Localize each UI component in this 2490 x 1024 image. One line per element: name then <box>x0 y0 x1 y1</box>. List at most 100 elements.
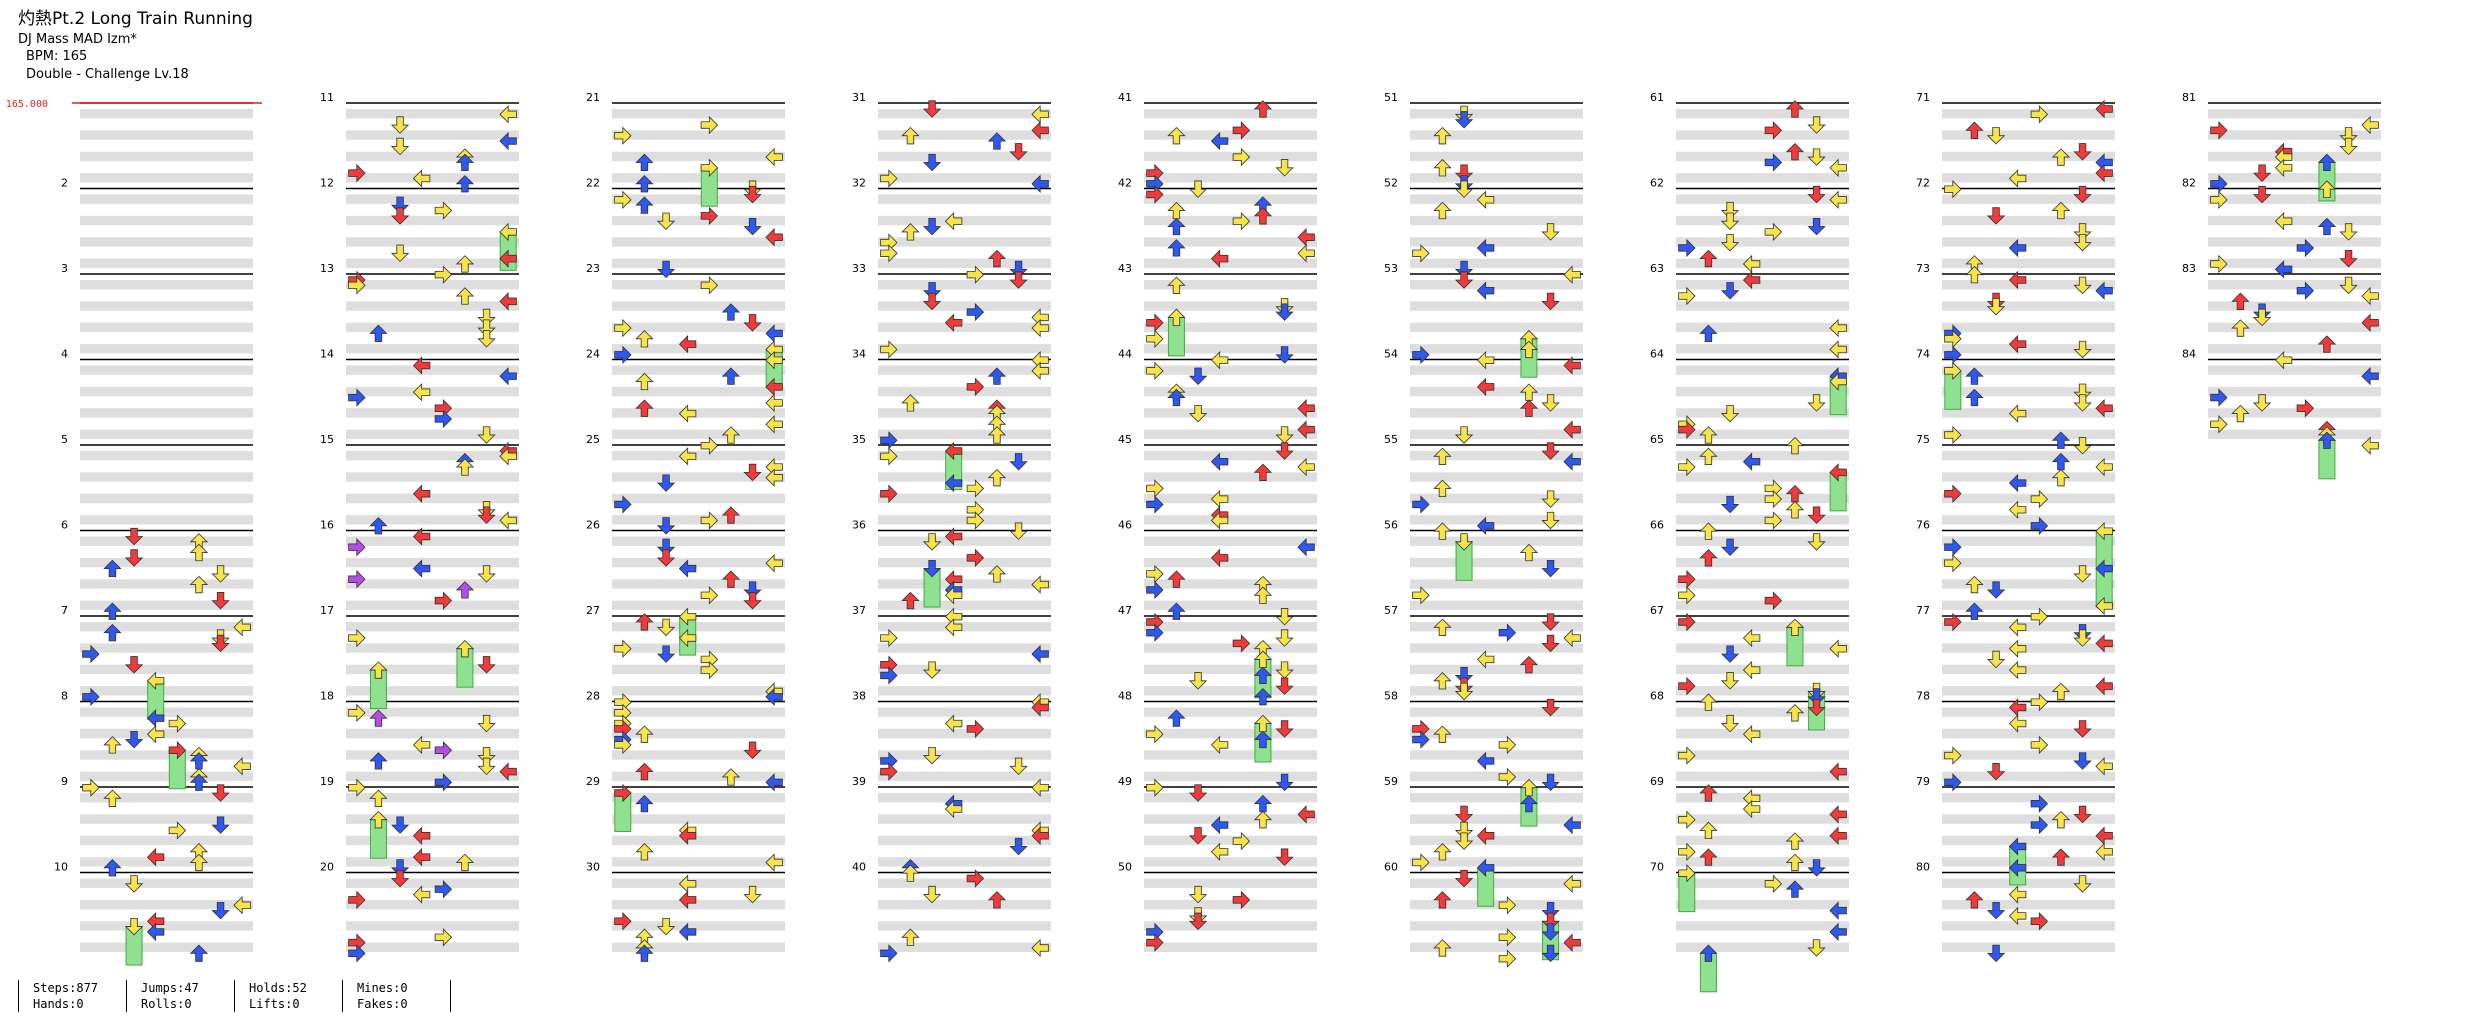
beat-stripe <box>612 600 785 610</box>
stat-bottom: Lifts:0 <box>249 997 300 1011</box>
step-arrow <box>700 511 718 530</box>
beat-stripe <box>1942 579 2115 589</box>
beat-stripe <box>1942 237 2115 247</box>
measure-number: 3 <box>61 262 68 275</box>
step-arrow <box>2052 148 2070 166</box>
stat-top: Jumps:47 <box>141 981 199 995</box>
measure-number: 2 <box>61 177 68 190</box>
beat-stripe <box>612 622 785 632</box>
beat-stripe <box>612 472 785 482</box>
beat-stripe <box>346 942 519 952</box>
beat-stripe <box>80 344 253 354</box>
beat-stripe <box>1942 643 2115 653</box>
beat-stripe <box>878 344 1051 354</box>
beat-stripe <box>80 408 253 418</box>
step-arrow <box>1433 939 1452 957</box>
beat-stripe <box>1144 386 1317 397</box>
beat-stripe <box>1676 622 1849 632</box>
step-arrow <box>1167 127 1186 145</box>
measure-number: 69 <box>1650 775 1664 788</box>
beat-stripe <box>2208 322 2381 333</box>
song-artist: DJ Mass MAD Izm* <box>18 31 137 47</box>
beat-stripe <box>612 942 785 952</box>
measure-number: 16 <box>320 519 334 532</box>
beat-stripe <box>1676 130 1849 140</box>
beat-stripe <box>80 451 253 461</box>
beat-stripe <box>878 322 1051 333</box>
beat-stripe <box>2208 237 2381 247</box>
step-arrow <box>369 789 388 807</box>
beat-stripe <box>612 451 785 461</box>
measure-number: 36 <box>852 519 866 532</box>
step-arrow <box>722 768 740 786</box>
step-arrow <box>988 469 1006 487</box>
beat-stripe <box>80 793 253 803</box>
beat-stripe <box>80 493 253 504</box>
beat-stripe <box>346 579 519 589</box>
measure-number: 60 <box>1384 861 1398 874</box>
beat-stripe <box>878 173 1051 183</box>
measure-number: 64 <box>1650 348 1664 361</box>
beat-stripe <box>878 536 1051 546</box>
beat-stripe <box>1942 173 2115 183</box>
step-arrow <box>103 789 122 807</box>
beat-stripe <box>1410 130 1583 140</box>
measure-number: 26 <box>586 519 600 532</box>
beat-stripe <box>878 835 1051 846</box>
beat-stripe <box>1676 579 1849 589</box>
beat-stripe <box>346 622 519 632</box>
beat-stripe <box>1144 728 1317 739</box>
beat-stripe <box>1676 258 1849 268</box>
beat-stripe <box>878 194 1051 204</box>
step-arrow <box>2339 276 2358 294</box>
beat-stripe <box>346 686 519 696</box>
beat-stripe <box>1144 707 1317 717</box>
beat-stripe <box>346 173 519 183</box>
measure-number: 53 <box>1384 262 1398 275</box>
step-arrow <box>147 725 165 743</box>
beat-stripe <box>1410 835 1583 846</box>
beat-stripe <box>346 664 519 675</box>
beat-stripe <box>1144 793 1317 803</box>
step-arrow <box>1764 511 1782 530</box>
step-arrow <box>1167 276 1186 294</box>
beat-stripe <box>1410 536 1583 546</box>
stat-end-bar <box>450 980 451 1012</box>
beat-stripe <box>1410 301 1583 311</box>
beat-stripe <box>878 622 1051 632</box>
song-title: 灼熱Pt.2 Long Train Running <box>18 9 253 29</box>
beat-stripe <box>612 728 785 739</box>
beat-stripe <box>1676 472 1849 482</box>
song-difficulty: Double - Challenge Lv.18 <box>26 67 189 83</box>
beat-stripe <box>612 557 785 568</box>
beat-stripe <box>878 557 1051 568</box>
beat-stripe <box>878 686 1051 696</box>
step-arrow <box>413 383 431 401</box>
beat-stripe <box>612 515 785 525</box>
beat-stripe <box>612 429 785 439</box>
beat-stripe <box>1942 857 2115 867</box>
beat-stripe <box>1410 557 1583 568</box>
measure-number: 47 <box>1118 604 1132 617</box>
beat-stripe <box>1942 344 2115 354</box>
beat-stripe <box>1144 600 1317 610</box>
measure-number: 5 <box>61 433 68 446</box>
step-arrow <box>1987 127 2005 145</box>
beat-stripe <box>1676 664 1849 675</box>
beat-stripe <box>1144 686 1317 696</box>
beat-stripe <box>1144 515 1317 525</box>
beat-stripe <box>346 814 519 824</box>
beat-stripe <box>1942 557 2115 568</box>
beat-stripe <box>1942 301 2115 311</box>
beat-stripe <box>612 386 785 397</box>
step-arrow <box>2030 105 2048 123</box>
step-arrow <box>1455 832 1473 850</box>
beat-stripe <box>1676 365 1849 375</box>
beat-stripe <box>1410 857 1583 867</box>
beat-stripe <box>1144 451 1317 461</box>
beat-stripe <box>1676 408 1849 418</box>
measure-number: 81 <box>2182 91 2196 104</box>
beat-stripe <box>612 258 785 268</box>
beat-stripe <box>346 258 519 268</box>
measure-number: 19 <box>320 775 334 788</box>
